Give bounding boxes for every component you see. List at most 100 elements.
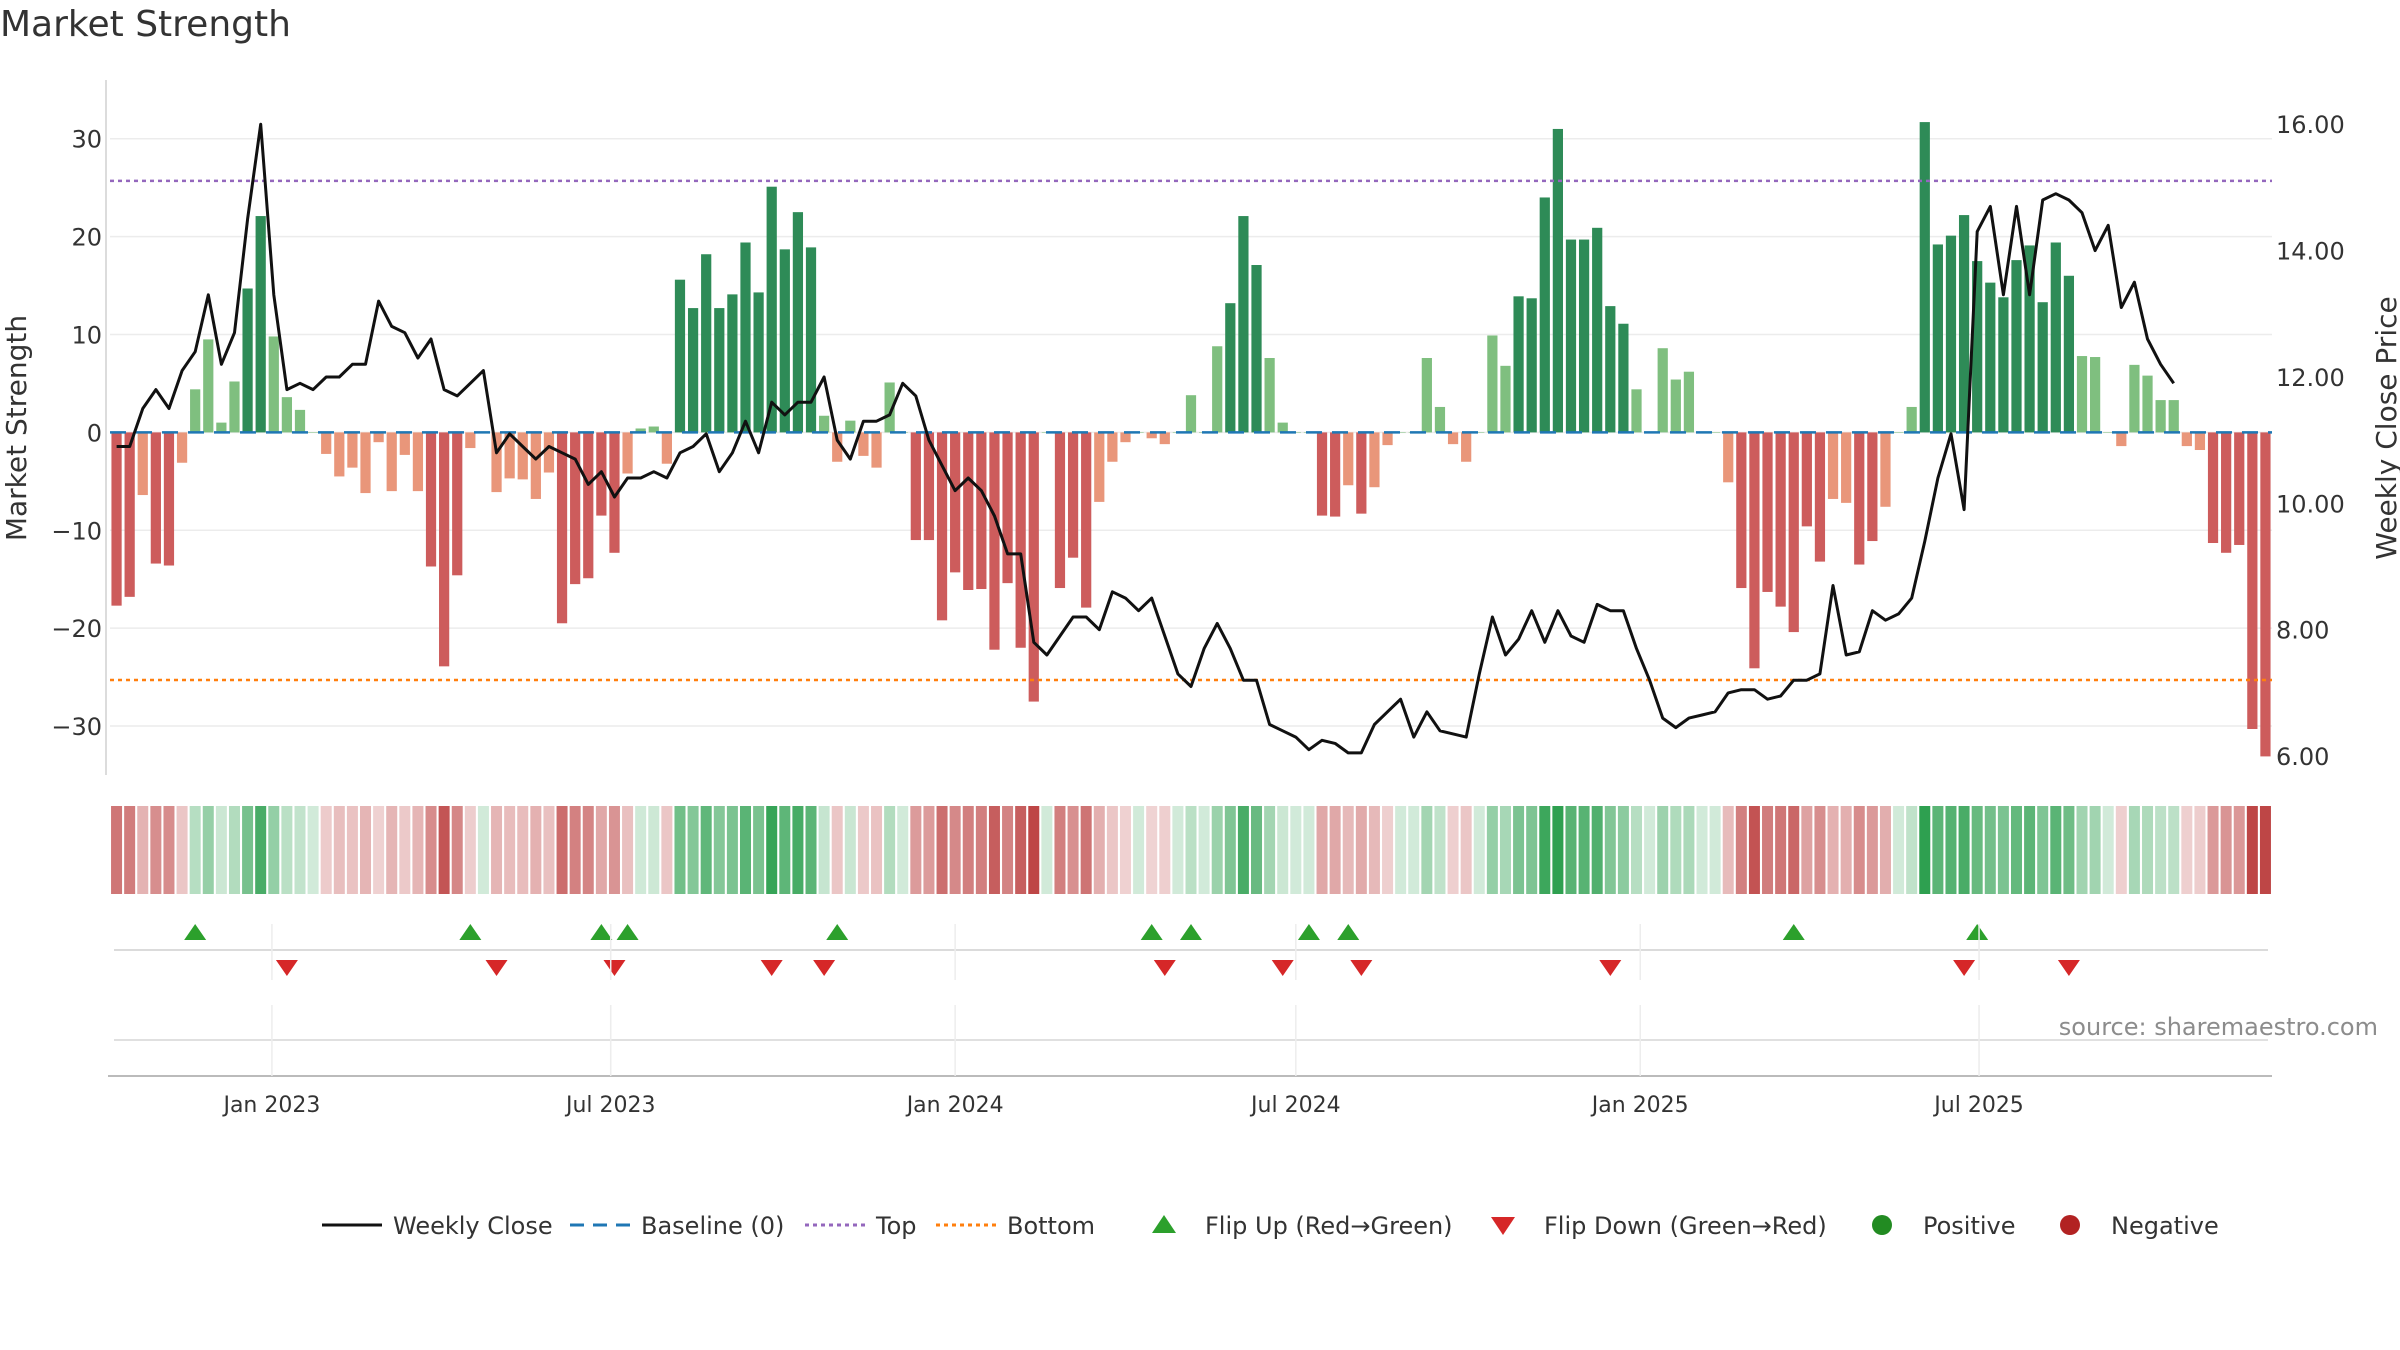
heat-cell [1237, 806, 1249, 894]
strength-bar [216, 422, 227, 433]
strength-bar [1801, 432, 1812, 527]
heat-cell [1198, 806, 1210, 894]
strength-bar [2260, 432, 2271, 757]
strength-bar [1500, 365, 1511, 433]
heat-cell [2233, 806, 2245, 894]
heat-cell [687, 806, 699, 894]
strength-bar [2221, 432, 2232, 553]
strength-bar [307, 432, 319, 433]
legend-item: Flip Down (Green→Red) [1491, 1212, 1827, 1240]
date-tick-label: Jan 2023 [221, 1093, 320, 1118]
heat-cell [2050, 806, 2062, 894]
heat-cell [1303, 806, 1315, 894]
strength-bar [1146, 432, 1157, 439]
legend-swatch-circle [1872, 1215, 1892, 1235]
flip-down-marker [760, 960, 783, 976]
strength-bar [583, 432, 594, 579]
strength-bar [255, 216, 266, 433]
flip-markers [114, 924, 2268, 976]
heat-cell [2037, 806, 2049, 894]
heat-cell [1251, 806, 1263, 894]
left-axis-label: Market Strength [0, 315, 33, 541]
flip-down-marker [813, 960, 836, 976]
strength-bar [1723, 432, 1734, 483]
heat-cell [923, 806, 935, 894]
strength-bar [1552, 128, 1563, 433]
heat-cell [2220, 806, 2232, 894]
strength-bar [530, 432, 541, 499]
legend-item: Negative [2060, 1212, 2219, 1240]
strength-bar [1749, 432, 1760, 669]
strength-bar [1710, 432, 1721, 433]
strength-bar [321, 432, 332, 454]
legend: Weekly Close Baseline (0) Top Bottom Flip Up… [322, 1212, 2219, 1240]
strength-bar [884, 382, 895, 433]
strength-bar [2024, 245, 2035, 433]
heat-cell [1408, 806, 1420, 894]
heat-cell [1775, 806, 1787, 894]
flip-down-marker [603, 960, 626, 976]
strength-bar [347, 432, 358, 468]
strength-bar [622, 432, 633, 474]
flip-down-marker [2057, 960, 2080, 976]
heat-cell [1146, 806, 1158, 894]
strength-bar [1631, 389, 1642, 433]
heat-cell [1002, 806, 1014, 894]
heat-cell [1395, 806, 1407, 894]
heat-cell [137, 806, 149, 894]
heat-cell [2155, 806, 2167, 894]
heat-cell [1499, 806, 1511, 894]
heat-cell [1264, 806, 1276, 894]
heat-cell [1080, 806, 1092, 894]
strength-bar [963, 432, 974, 590]
strength-bar [2103, 432, 2114, 433]
strength-bar [1526, 298, 1537, 433]
heat-cell [608, 806, 620, 894]
heat-cell [1342, 806, 1354, 894]
strength-bar [543, 432, 555, 473]
heat-cell [1853, 806, 1865, 894]
heat-cell [1539, 806, 1551, 894]
strength-bar [1015, 432, 1026, 648]
right-tick-label: 10.00 [2276, 490, 2345, 518]
strength-bar [1880, 432, 1891, 507]
heat-cell [831, 806, 843, 894]
heat-cell [1172, 806, 1184, 894]
heat-cell [1735, 806, 1747, 894]
date-axis: Jan 2023 Jul 2023 Jan 2024 Jul 2024 Jan 2025… [108, 924, 2272, 1118]
weekly-close-line [116, 122, 2175, 755]
heat-cell [661, 806, 673, 894]
strength-bar [805, 247, 817, 433]
heat-cell [1368, 806, 1380, 894]
flip-down-marker [1350, 960, 1373, 976]
heat-cell [2063, 806, 2075, 894]
heat-cell [1513, 806, 1525, 894]
heat-cell [150, 806, 162, 894]
strength-bar [1081, 432, 1092, 608]
heat-cell [1054, 806, 1066, 894]
heat-cell [1644, 806, 1656, 894]
strength-bar [1487, 335, 1498, 433]
strength-bar [1827, 432, 1839, 499]
strength-bar [1893, 432, 1904, 433]
flip-up-marker [459, 924, 482, 940]
strength-bar [1762, 432, 1773, 592]
heat-cell [373, 806, 385, 894]
heat-cell [962, 806, 974, 894]
strength-bar [989, 432, 1000, 650]
left-tick-label: −20 [51, 615, 102, 643]
heat-cell [2168, 806, 2180, 894]
strength-bar [727, 294, 738, 433]
heat-cell [451, 806, 463, 894]
strength-bar [1277, 422, 1288, 433]
heat-cell [1473, 806, 1485, 894]
strength-bar [2168, 400, 2179, 433]
strength-bar [1998, 297, 2009, 433]
heat-cell [307, 806, 319, 894]
strength-bar [1841, 432, 1852, 503]
heat-cell [333, 806, 345, 894]
heat-cell [1041, 806, 1053, 894]
flip-down-marker [1599, 960, 1622, 976]
flip-down-marker [1153, 960, 1176, 976]
strength-bar [1185, 395, 1197, 433]
